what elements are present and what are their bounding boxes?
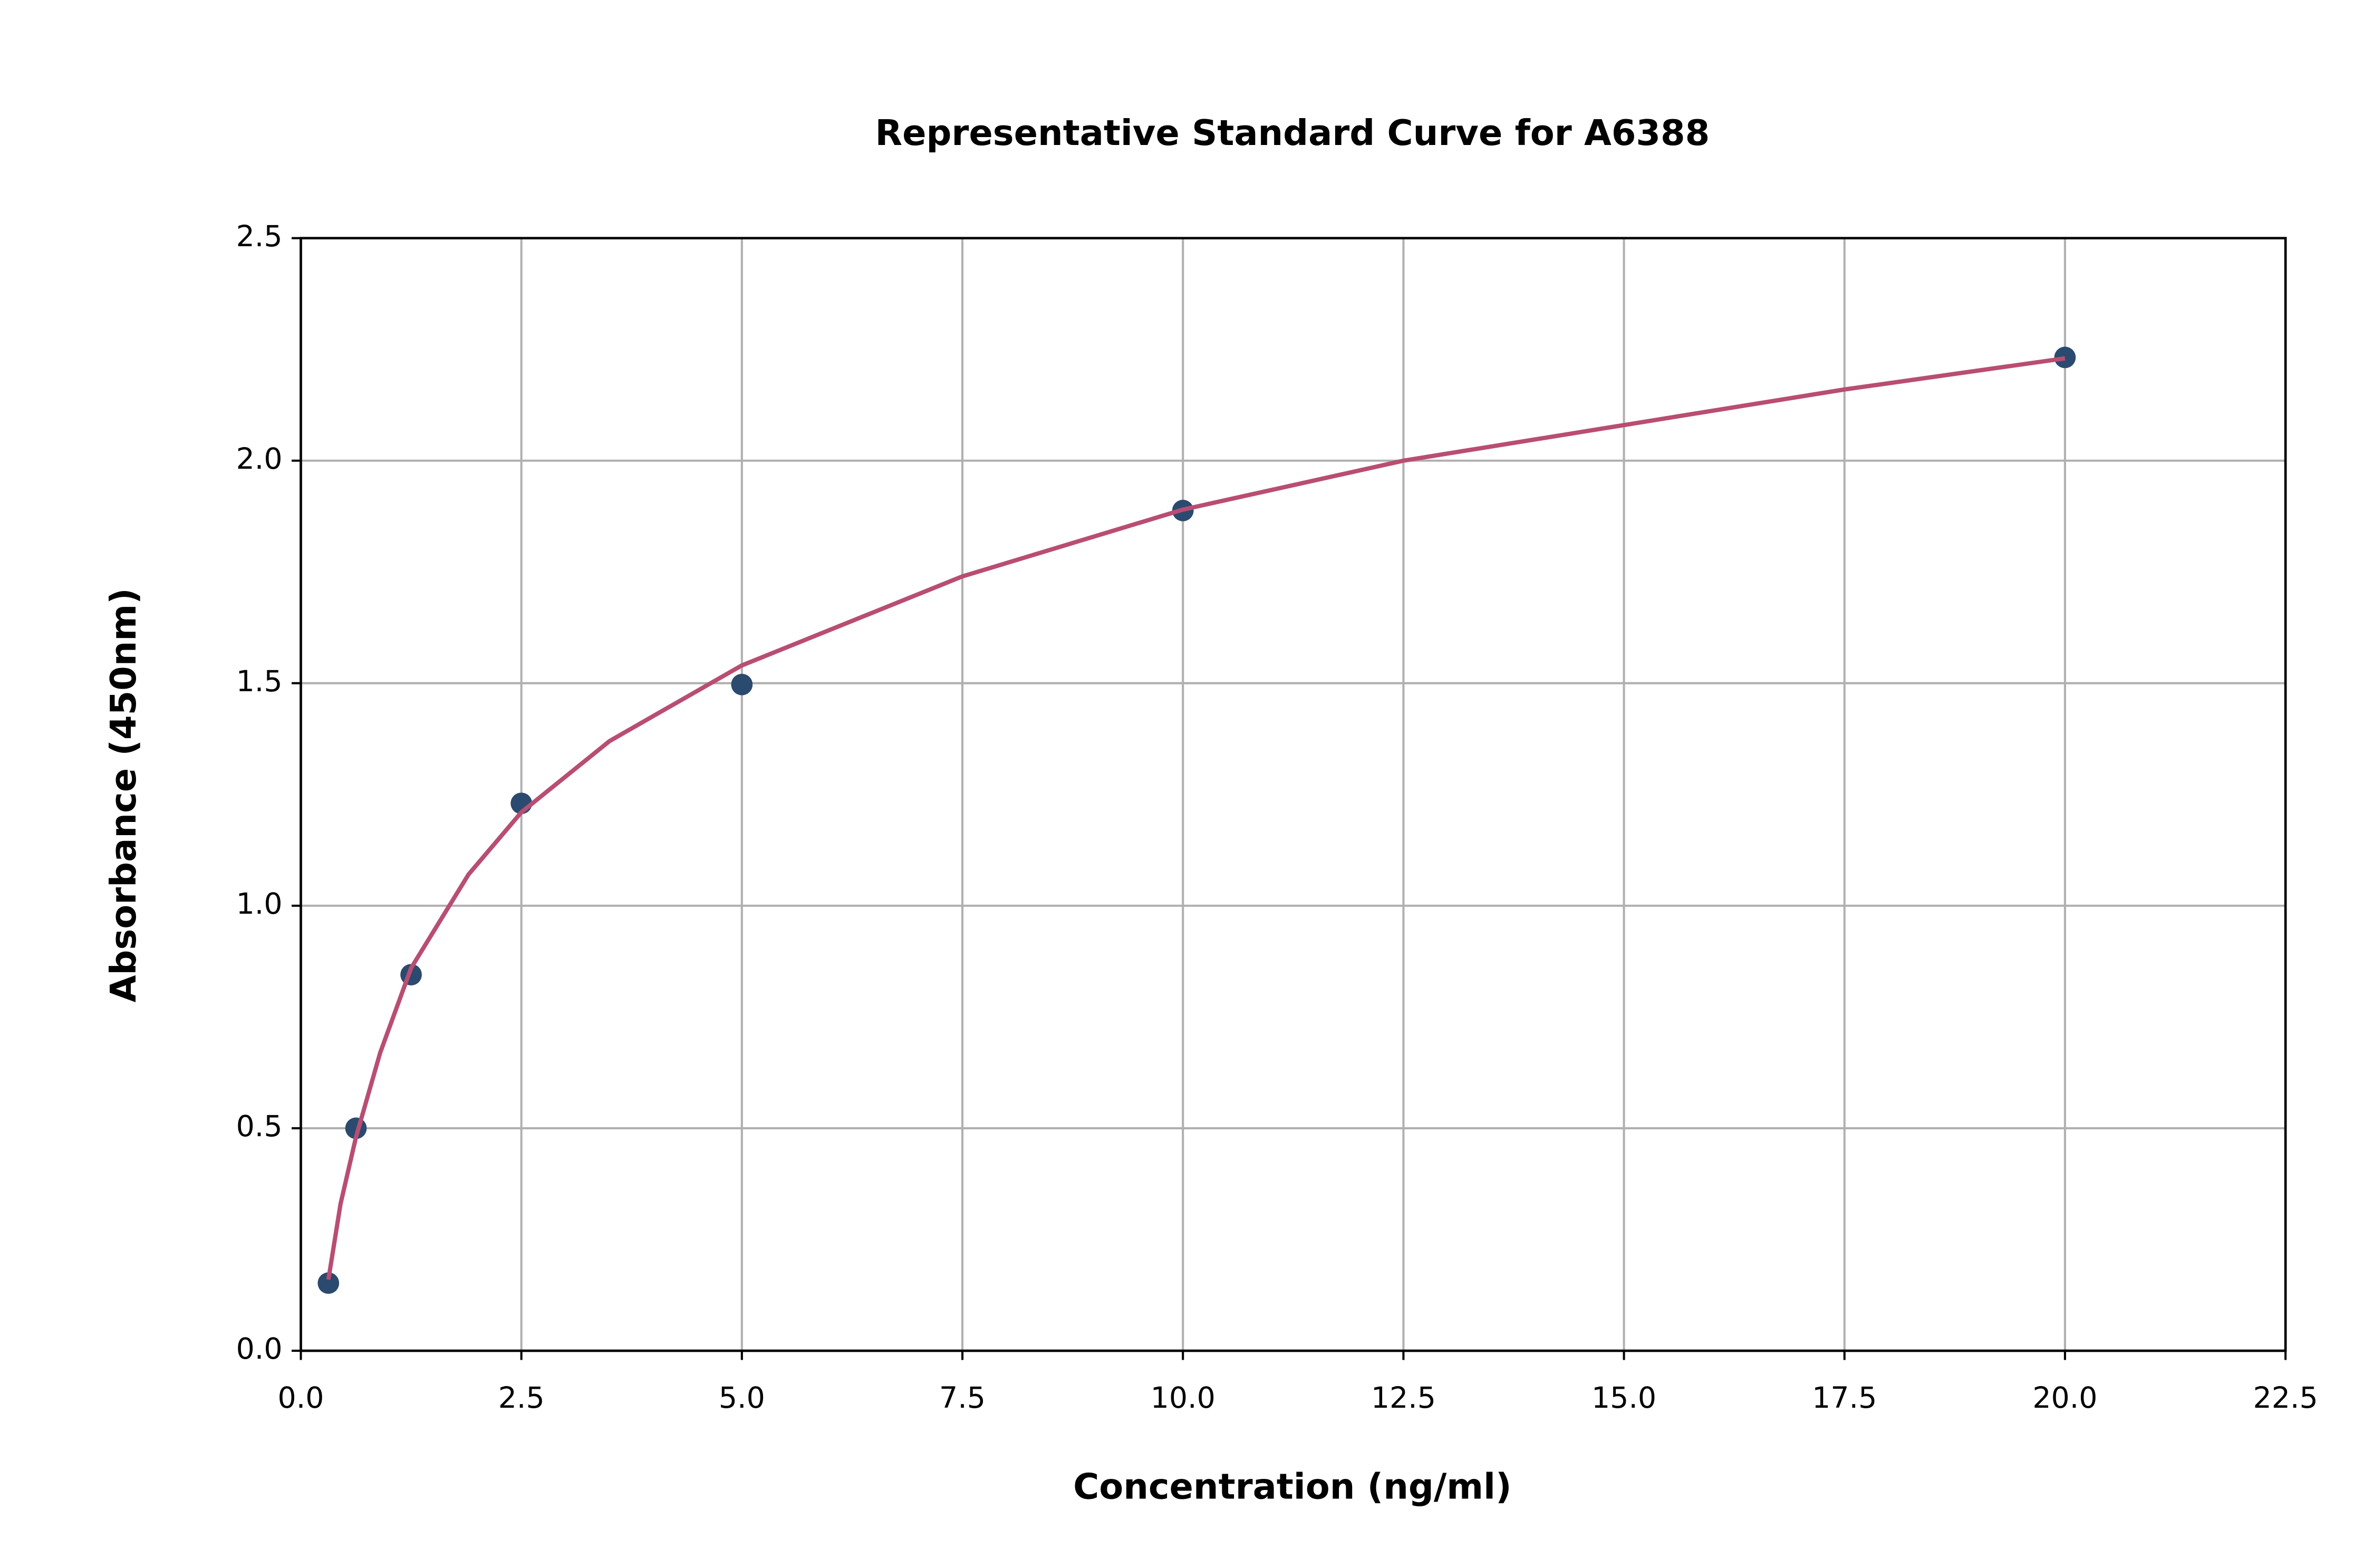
- y-tick-label: 1.0: [236, 887, 283, 921]
- data-point: [2054, 346, 2076, 369]
- x-tick-label: 17.5: [1812, 1381, 1877, 1415]
- y-tick-label: 1.5: [236, 665, 283, 699]
- x-tick-label: 20.0: [2032, 1381, 2097, 1415]
- x-tick-label: 2.5: [498, 1381, 545, 1415]
- y-tick-label: 2.0: [236, 442, 283, 476]
- x-tick-label: 5.0: [719, 1381, 765, 1415]
- x-tick-label: 15.0: [1591, 1381, 1656, 1415]
- x-tick-label: 0.0: [278, 1381, 324, 1415]
- x-tick-label: 10.0: [1151, 1381, 1216, 1415]
- x-tick-label: 12.5: [1371, 1381, 1436, 1415]
- x-axis-label: Concentration (ng/ml): [1073, 1466, 1511, 1507]
- y-axis-label: Absorbance (450nm): [103, 588, 144, 1002]
- plot-frame: [300, 237, 2287, 1352]
- fit-curve: [326, 356, 2066, 1280]
- x-tick-label: 22.5: [2253, 1381, 2318, 1415]
- data-point: [731, 673, 753, 695]
- y-tick-label: 0.5: [236, 1110, 283, 1144]
- y-tick-label: 2.5: [236, 220, 283, 254]
- x-tick-label: 7.5: [939, 1381, 986, 1415]
- chart-title: Representative Standard Curve for A6388: [875, 112, 1710, 153]
- y-tick-label: 0.0: [236, 1332, 283, 1366]
- data-point: [317, 1272, 340, 1294]
